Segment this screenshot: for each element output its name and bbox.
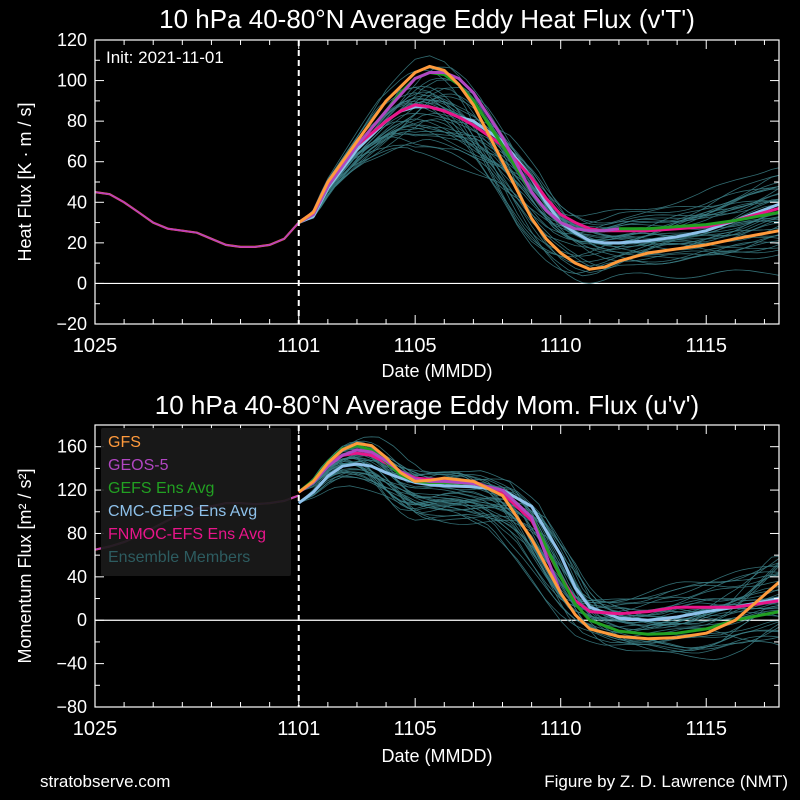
legend: GFS GEOS-5 GEFS Ens Avg CMC-GEPS Ens Avg FNM… — [101, 428, 291, 576]
x-tick-label: 1025 — [73, 718, 118, 740]
chart-title: 10 hPa 40-80°N Average Eddy Heat Flux (v… — [159, 4, 695, 34]
ensemble-member-line — [298, 144, 779, 241]
ensemble-member-line — [298, 91, 779, 284]
ensemble-member-line — [298, 55, 779, 274]
legend-entry: GFS — [108, 434, 141, 451]
panel-2: 10 hPa 40-80°N Average Eddy Mom. Flux (u… — [15, 390, 780, 766]
legend-entry: Ensemble Members — [108, 549, 250, 566]
y-tick-label: 120 — [57, 30, 87, 50]
y-tick-label: 160 — [57, 437, 87, 457]
series-line-geos-5 — [297, 71, 620, 233]
ensemble-member-line — [298, 133, 779, 238]
y-tick-label: 60 — [67, 152, 87, 172]
x-tick-label: 1110 — [540, 718, 582, 740]
legend-entry: CMC-GEPS Ens Avg — [108, 503, 257, 520]
x-tick-label: 1101 — [277, 335, 320, 357]
chart-title: 10 hPa 40-80°N Average Eddy Mom. Flux (u… — [155, 390, 699, 420]
x-tick-label: 1101 — [277, 718, 320, 740]
y-tick-label: 40 — [67, 192, 87, 212]
analysis-lines — [95, 191, 300, 248]
ensemble-members — [298, 436, 779, 661]
analysis-line — [95, 191, 300, 248]
ensemble-member-line — [298, 471, 779, 626]
y-tick-label: 40 — [67, 567, 87, 587]
footer-credit: Figure by Z. D. Lawrence (NMT) — [544, 772, 788, 791]
ensemble-member-line — [298, 455, 779, 661]
y-tick-label: −40 — [56, 654, 87, 674]
y-tick-label: 0 — [77, 610, 87, 630]
x-tick-label: 1105 — [394, 335, 437, 357]
analysis-line — [95, 191, 300, 248]
y-tick-label: 100 — [57, 71, 87, 91]
plot-area — [95, 55, 779, 285]
legend-box — [101, 428, 291, 576]
y-tick-label: 80 — [67, 111, 87, 131]
series-line-cmc-geps-ens-avg — [297, 462, 779, 622]
y-axis-label: Momentum Flux [m² / s²] — [15, 468, 35, 663]
legend-entry: FNMOC-EFS Ens Avg — [108, 526, 266, 543]
x-tick-label: 1025 — [73, 335, 118, 357]
analysis-line — [95, 191, 300, 248]
y-tick-label: 80 — [67, 523, 87, 543]
x-tick-label: 1115 — [685, 335, 727, 357]
y-tick-label: 20 — [67, 233, 87, 253]
ensemble-member-line — [298, 126, 779, 251]
axes-frame — [94, 424, 780, 708]
footer-website: stratobserve.com — [40, 772, 171, 791]
x-tick-label: 1115 — [685, 718, 727, 740]
y-tick-label: −80 — [56, 697, 87, 717]
ensemble-member-line — [298, 95, 779, 246]
panel-1: 10 hPa 40-80°N Average Eddy Heat Flux (v… — [15, 4, 780, 381]
x-axis-label: Date (MMDD) — [382, 746, 493, 766]
ensemble-member-line — [298, 459, 779, 654]
series-line-gfs — [297, 441, 779, 641]
x-tick-label: 1105 — [394, 718, 437, 740]
ensemble-member-line — [298, 92, 779, 235]
y-tick-label: 0 — [77, 273, 87, 293]
ensemble-member-line — [298, 98, 779, 226]
legend-entry: GEOS-5 — [108, 457, 169, 474]
y-tick-label: 120 — [57, 480, 87, 500]
ensemble-member-line — [298, 462, 779, 646]
y-tick-label: −20 — [56, 314, 87, 334]
x-axis-label: Date (MMDD) — [382, 361, 493, 381]
ensemble-members — [298, 55, 779, 284]
y-axis-label: Heat Flux [K · m / s] — [15, 102, 35, 261]
x-tick-label: 1110 — [540, 335, 582, 357]
ensemble-member-line — [298, 460, 779, 626]
ensemble-member-line — [298, 130, 779, 256]
legend-entry: GEFS Ens Avg — [108, 480, 214, 497]
ensemble-member-line — [298, 79, 779, 247]
init-annotation: Init: 2021-11-01 — [106, 48, 224, 67]
ensemble-member-line — [298, 473, 779, 616]
ensemble-member-line — [298, 470, 779, 611]
ensemble-member-line — [298, 126, 779, 262]
ensemble-member-line — [298, 87, 779, 258]
axes-frame — [94, 39, 780, 325]
series-line-gfs — [297, 64, 779, 271]
